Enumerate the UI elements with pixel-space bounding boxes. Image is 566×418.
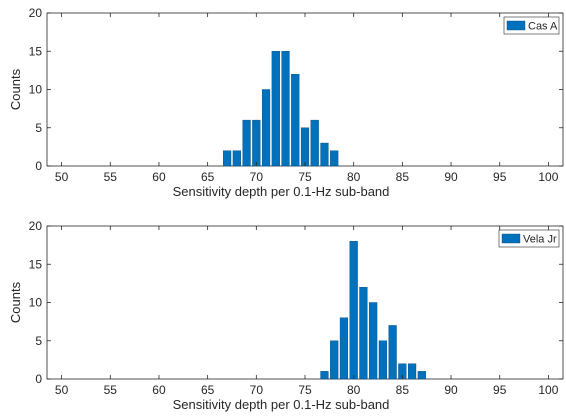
x-tick-label: 75 [298,383,312,397]
y-axis-label: Counts [8,68,23,110]
bar-70 [252,119,261,167]
x-tick-label: 50 [55,170,69,184]
bar-86 [408,363,417,380]
x-tick-label: 65 [201,170,215,184]
legend-swatch [501,233,521,244]
x-tick-label: 60 [152,383,166,397]
legend: Cas A [503,16,560,35]
x-tick-label: 90 [444,383,458,397]
x-tick-label: 95 [493,170,507,184]
x-tick-label: 70 [250,383,264,397]
y-tick-label: 0 [35,372,42,386]
legend: Vela Jr [498,229,560,248]
y-tick-label: 15 [29,257,43,271]
x-tick-label: 100 [538,170,558,184]
bar-67 [223,150,232,167]
bar-79 [339,317,349,380]
bar-68 [232,150,241,167]
bar-77 [320,142,329,167]
x-tick-label: 100 [538,383,558,397]
plot-area [46,225,564,380]
chart-panel-cas-a: 50 55 60 65 70 75 80 85 90 95 100 0 5 10 15 20 Sensitivi… [8,6,564,199]
x-tick-label: 90 [444,170,458,184]
bar-74 [291,73,300,167]
bar-84 [388,325,397,380]
x-tick-label: 60 [152,170,166,184]
y-tick-label: 10 [29,83,43,97]
x-axis-label: Sensitivity depth per 0.1-Hz sub-band [173,397,390,412]
bar-73 [281,51,290,167]
y-tick-label: 5 [35,121,42,135]
bar-87 [417,371,426,380]
legend-entry: Vela Jr [523,234,557,246]
y-tick-label: 20 [29,219,43,233]
x-tick-label: 70 [250,170,264,184]
bar-80 [349,241,358,380]
bar-82 [369,302,378,380]
x-tick-label: 55 [104,383,118,397]
x-tick-label: 80 [347,383,361,397]
y-tick-label: 20 [29,6,43,20]
y-tick-label: 15 [29,44,43,58]
x-tick-label: 85 [396,383,410,397]
y-tick-label: 5 [35,334,42,348]
x-axis-label: Sensitivity depth per 0.1-Hz sub-band [173,184,390,199]
legend-entry: Cas A [528,21,558,33]
y-tick-label: 10 [29,296,43,310]
legend-swatch [506,20,526,31]
x-tick-label: 85 [396,170,410,184]
bar-71 [261,89,271,167]
x-tick-label: 75 [298,170,312,184]
bar-76 [310,119,319,167]
y-tick-label: 0 [35,159,42,173]
bar-81 [359,287,368,380]
bar-72 [271,51,280,167]
bar-83 [378,340,387,380]
bar-78 [330,150,339,167]
bar-75 [300,127,310,167]
bar-77 [320,371,329,380]
x-tick-label: 65 [201,383,215,397]
bar-69 [242,119,251,167]
x-tick-label: 95 [493,383,507,397]
x-tick-label: 55 [104,170,118,184]
bar-78 [330,340,339,380]
chart-panel-vela-jr: 50 55 60 65 70 75 80 85 90 95 100 0 5 10 15 20 Sensitivi… [8,219,564,412]
y-axis-label: Counts [8,281,23,323]
x-tick-label: 80 [347,170,361,184]
x-tick-label: 50 [55,383,69,397]
